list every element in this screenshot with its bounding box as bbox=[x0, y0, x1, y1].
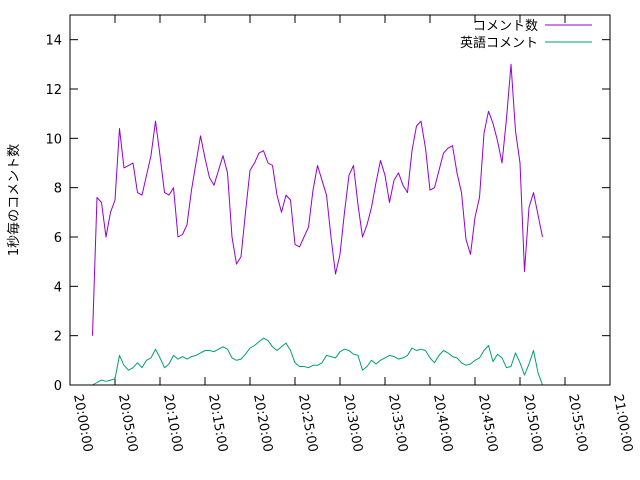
y-tick-label: 4 bbox=[54, 280, 62, 295]
y-tick-label: 2 bbox=[54, 330, 62, 345]
series-line-0 bbox=[92, 63, 543, 336]
plot-frame bbox=[69, 14, 611, 386]
y-tick-label: 0 bbox=[54, 379, 62, 394]
y-tick-label: 6 bbox=[54, 231, 62, 246]
y-tick-label: 8 bbox=[54, 182, 62, 197]
series-line-1 bbox=[92, 337, 543, 386]
y-tick-label: 14 bbox=[45, 34, 62, 49]
y-axis-label: 1秒毎のコメント数 bbox=[6, 144, 22, 256]
series-layer bbox=[92, 63, 543, 386]
y-tick-label: 12 bbox=[45, 83, 62, 98]
y-tick-label: 10 bbox=[45, 132, 62, 147]
legend-label-1: 英語コメント bbox=[460, 35, 538, 51]
legend-label-0: コメント数 bbox=[473, 19, 538, 34]
y-axis-ticks: 0 2 4 6 8 10 12 14 bbox=[45, 34, 610, 394]
